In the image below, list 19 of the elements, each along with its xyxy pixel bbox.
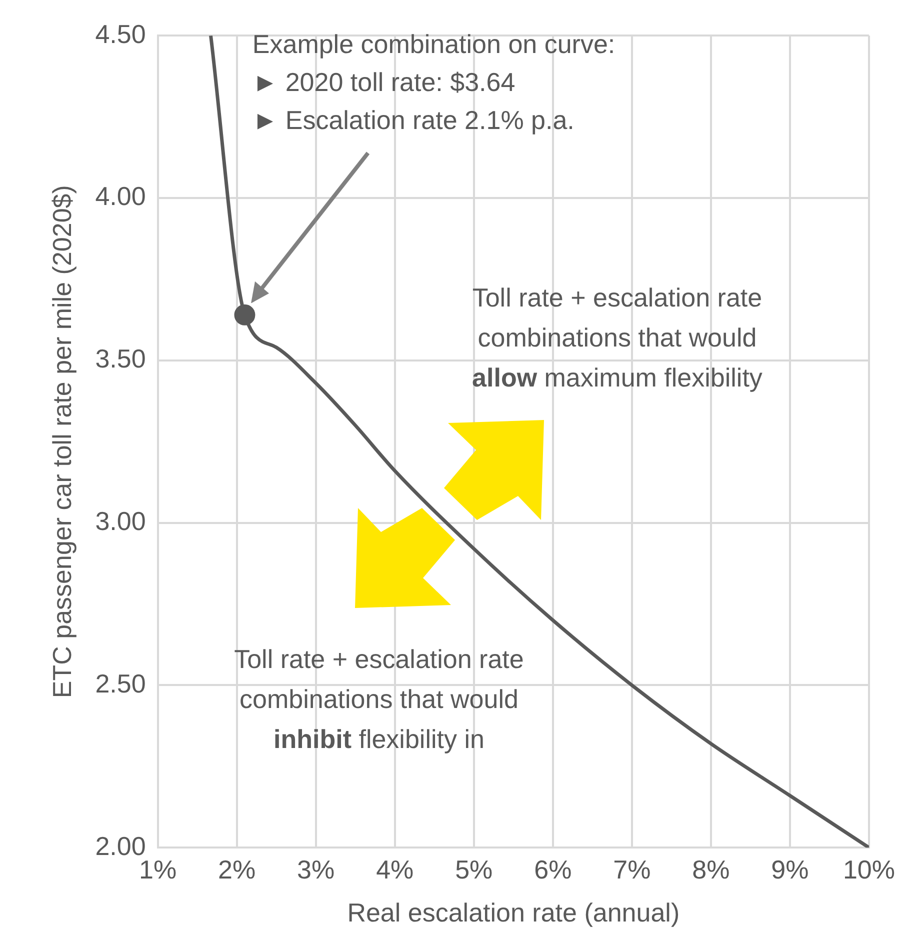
x-tick-label: 4% [376, 854, 414, 884]
x-tick-label: 2% [218, 854, 256, 884]
x-tick-label: 5% [455, 854, 493, 884]
x-tick-label: 3% [297, 854, 335, 884]
y-axis-title: ETC passenger car toll rate per mile (2020$) [46, 185, 77, 698]
x-tick-label: 10% [842, 854, 896, 884]
y-tick-label: 4.00 [95, 181, 146, 212]
x-tick-label: 7% [613, 854, 651, 884]
y-tick-label: 4.50 [95, 18, 146, 49]
x-tick-label: 6% [534, 854, 572, 884]
x-tick-label: 9% [771, 854, 809, 884]
annotation: Toll rate + escalation rate combinations that would inhibit flexibility in [234, 644, 524, 754]
y-tick-label: 3.50 [95, 344, 146, 374]
annotation: Example combination on curve: ► 2020 toll rate: $3.64 ► Escalation rate 2.1% p.a. [252, 28, 616, 135]
x-tick-label: 8% [692, 854, 730, 884]
y-tick-label: 2.50 [95, 668, 146, 698]
y-tick-label: 3.00 [95, 506, 146, 536]
annotation: Toll rate + escalation rate combinations that would allow maximum flexibility [472, 282, 762, 393]
x-axis-title: Real escalation rate (annual) [347, 898, 680, 928]
